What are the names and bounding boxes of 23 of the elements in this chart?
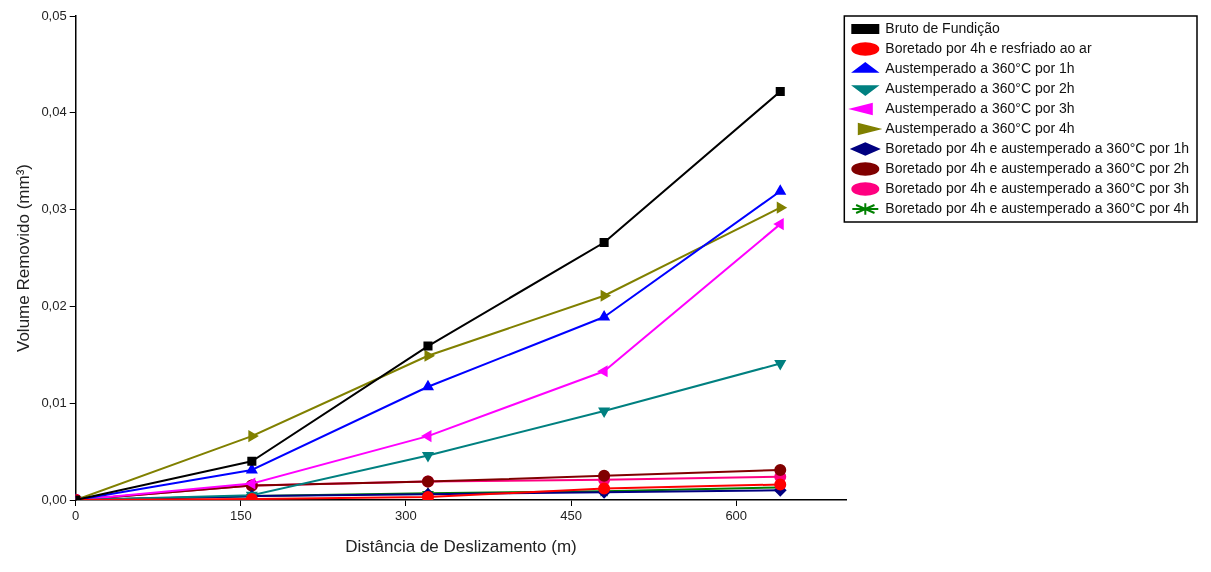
legend-label: Austemperado a 360°C por 4h [885, 119, 1075, 136]
legend-label: Boretado por 4h e austemperado a 360°C por 4h [885, 199, 1190, 216]
legend-label: Boretado por 4h e austemperado a 360°C por 2h [885, 159, 1190, 176]
legend-label: Austemperado a 360°C por 3h [885, 99, 1075, 116]
legend-label: Austemperado a 360°C por 1h [885, 59, 1075, 76]
y-tick-label: 0,01 [41, 394, 67, 410]
y-axis-title: Volume Removido (mm³) [13, 164, 33, 352]
y-tick-label: 0,04 [41, 104, 67, 120]
y-tick-label: 0,05 [41, 7, 67, 23]
x-axis-title: Distância de Deslizamento (m) [345, 537, 577, 557]
x-tick-label: 300 [395, 508, 417, 524]
legend-label: Bruto de Fundição [885, 19, 1000, 36]
legend-label: Boretado por 4h e austemperado a 360°C por 3h [885, 179, 1190, 196]
x-tick-label: 150 [229, 508, 252, 524]
legend-label: Austemperado a 360°C por 2h [885, 79, 1075, 96]
x-tick-label: 450 [560, 508, 582, 524]
legend-label: Boretado por 4h e austemperado a 360°C por 1h [885, 139, 1190, 156]
x-tick-label: 0 [72, 508, 80, 524]
y-tick-label: 0,00 [41, 491, 67, 507]
y-tick-label: 0,03 [41, 201, 67, 217]
legend-label: Boretado por 4h e resfriado ao ar [885, 39, 1092, 56]
x-tick-label: 600 [725, 508, 748, 524]
y-tick-label: 0,02 [41, 297, 67, 313]
